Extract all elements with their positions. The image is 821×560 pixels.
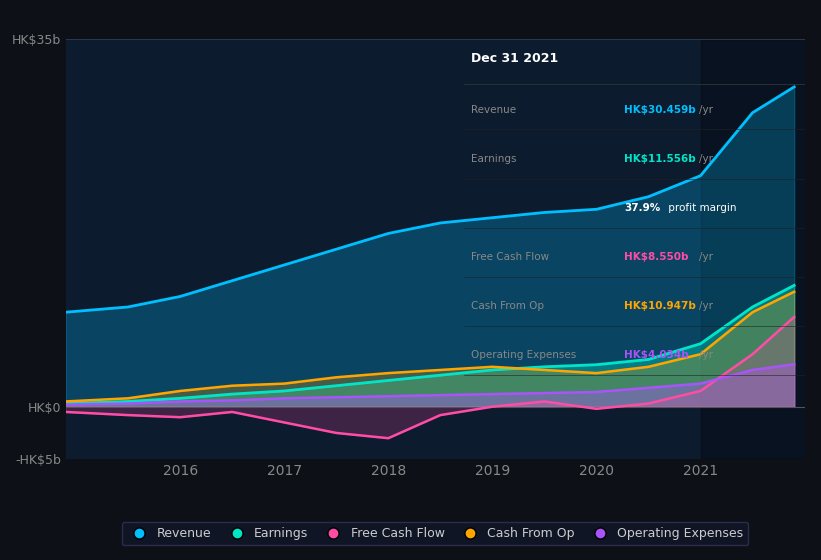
Text: 37.9%: 37.9% <box>624 203 660 213</box>
Text: /yr: /yr <box>699 351 713 361</box>
Text: Dec 31 2021: Dec 31 2021 <box>470 52 558 65</box>
Text: HK$10.947b: HK$10.947b <box>624 301 696 311</box>
Text: HK$11.556b: HK$11.556b <box>624 154 695 164</box>
Text: HK$30.459b: HK$30.459b <box>624 105 695 115</box>
Text: HK$4.034b: HK$4.034b <box>624 351 689 361</box>
Text: Operating Expenses: Operating Expenses <box>470 351 576 361</box>
Text: Free Cash Flow: Free Cash Flow <box>470 252 548 262</box>
Text: HK$8.550b: HK$8.550b <box>624 252 689 262</box>
Text: Cash From Op: Cash From Op <box>470 301 544 311</box>
Text: /yr: /yr <box>699 105 713 115</box>
Bar <box>700 39 815 459</box>
Text: /yr: /yr <box>699 301 713 311</box>
Text: Earnings: Earnings <box>470 154 516 164</box>
Text: profit margin: profit margin <box>665 203 736 213</box>
Text: /yr: /yr <box>699 252 713 262</box>
Text: Revenue: Revenue <box>470 105 516 115</box>
Text: /yr: /yr <box>699 154 713 164</box>
Legend: Revenue, Earnings, Free Cash Flow, Cash From Op, Operating Expenses: Revenue, Earnings, Free Cash Flow, Cash … <box>122 522 749 545</box>
